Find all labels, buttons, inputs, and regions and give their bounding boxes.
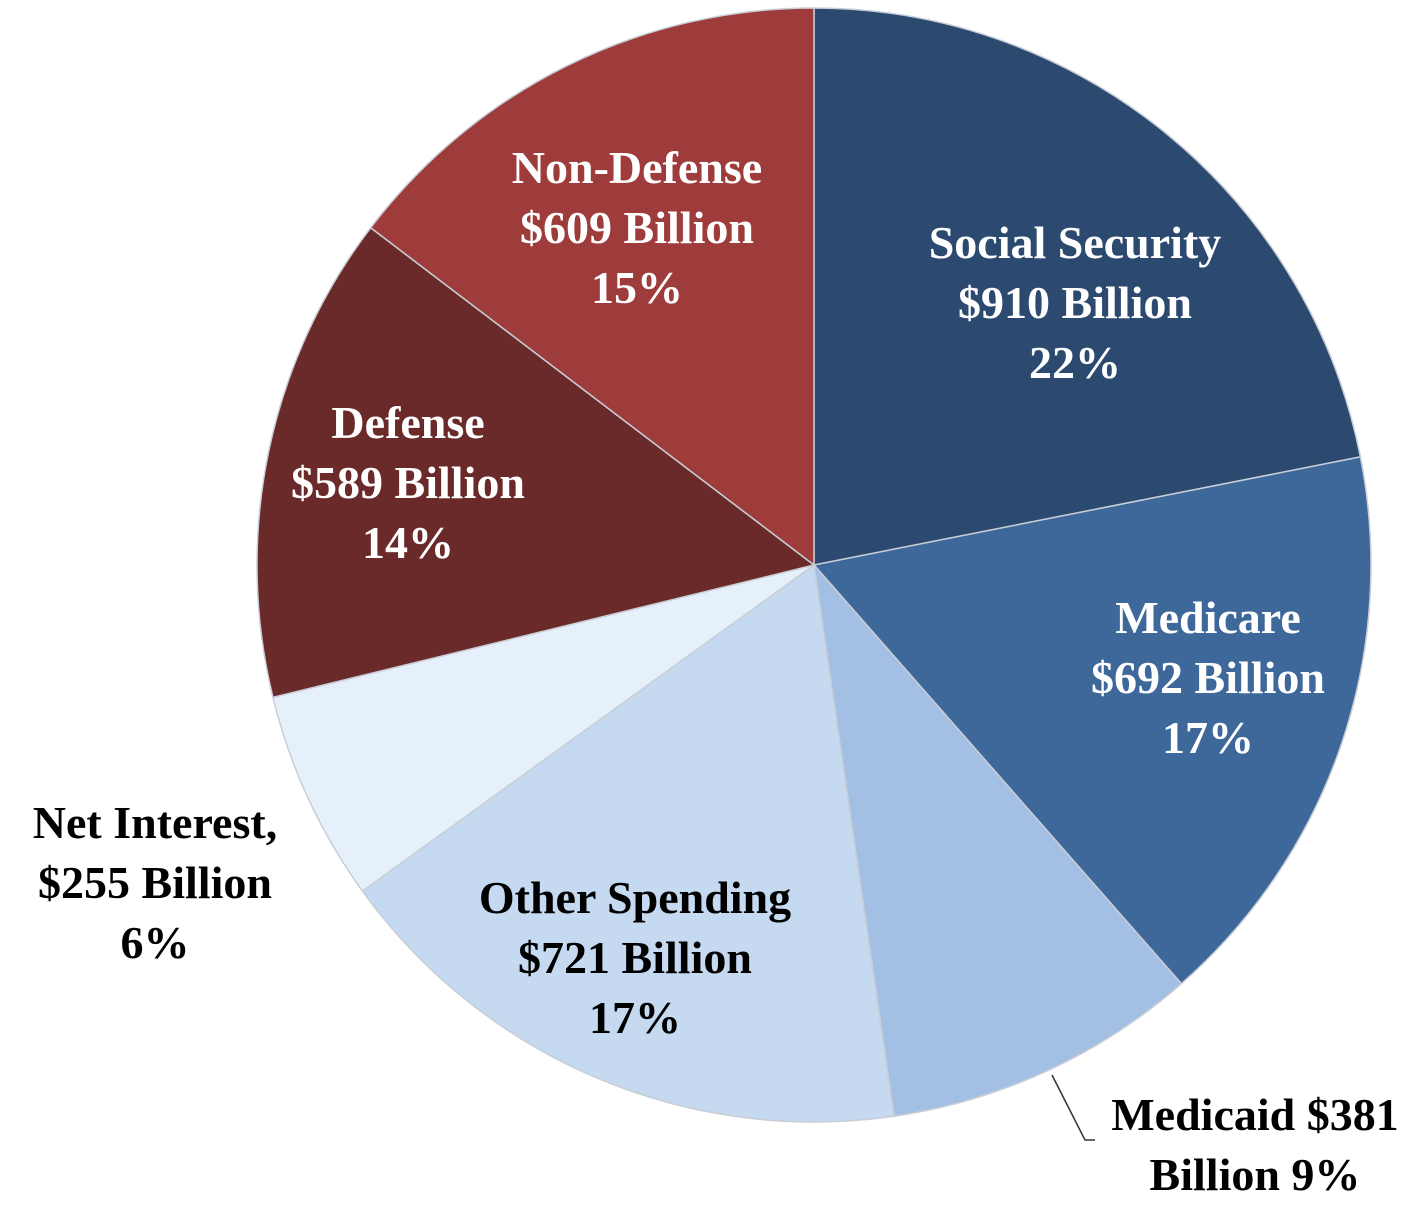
slice-label-line: $692 Billion [1091,652,1325,703]
slice-label-line: Net Interest, [33,797,277,848]
pie-slice-defense [256,226,816,699]
slice-label-medicaid: Medicaid $381 Billion 9% [1111,1089,1398,1200]
slice-label-line: Non-Defense [512,142,762,193]
pie-callouts [1051,1074,1095,1141]
slice-label-line: Social Security [929,217,1222,268]
slice-label-line: 14% [362,517,454,568]
slice-label-line: 22% [1029,337,1121,388]
slice-label-social-security: Social Security $910 Billion 22% [929,217,1222,388]
pie-slices [256,7,1372,1123]
slice-label-line: 15% [591,262,683,313]
slice-label-line: $910 Billion [958,277,1192,328]
pie-slice-social-security [813,7,1362,566]
slice-label-medicare: Medicare $692 Billion 17% [1091,592,1325,763]
slice-label-line: $609 Billion [520,202,754,253]
slice-label-other-spending: Other Spending $721 Billion 17% [479,872,791,1043]
pie-slice-net-interest [272,564,815,893]
callout-line-medicaid [1051,1074,1095,1141]
slice-label-line: 6% [121,917,190,968]
slice-label-line: $589 Billion [291,457,525,508]
slice-label-line: Other Spending [479,872,791,923]
slice-label-line: Defense [331,397,484,448]
slice-label-line: 17% [589,992,681,1043]
pie-slice-non-defense [369,7,815,567]
pie-slice-other-spending [361,563,895,1123]
slice-label-line: $255 Billion [38,857,272,908]
slice-label-net-interest: Net Interest, $255 Billion 6% [33,797,277,968]
pie-slice-medicare [812,455,1372,985]
slice-label-line: 17% [1162,712,1254,763]
slice-label-defense: Defense $589 Billion 14% [291,397,525,568]
slice-label-line: $721 Billion [518,932,752,983]
slice-label-non-defense: Non-Defense $609 Billion 15% [512,142,762,313]
pie-labels: Social Security $910 Billion 22% Medicare $6… [33,142,1399,1200]
pie-slice-medicaid [812,562,1183,1118]
slice-label-line: Billion 9% [1150,1149,1361,1200]
slice-label-line: Medicare [1115,592,1301,643]
slice-label-line: Medicaid $381 [1111,1089,1398,1140]
